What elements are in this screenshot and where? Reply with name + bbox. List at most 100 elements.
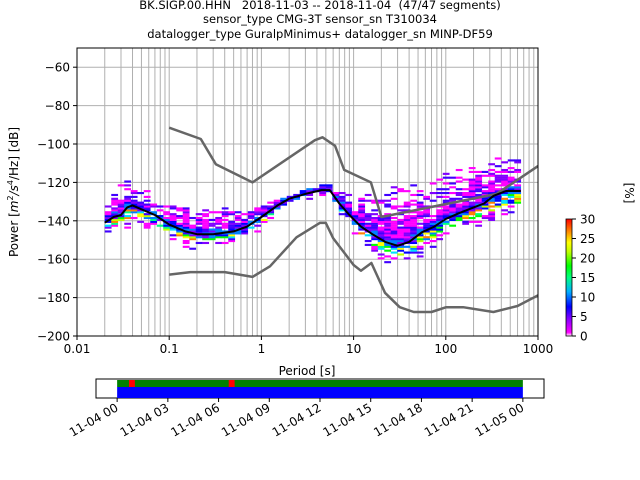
histogram-cell [221,211,229,214]
histogram-cell [319,186,327,189]
histogram-cell [436,226,444,229]
histogram-cell [514,188,522,191]
histogram-cell [390,226,398,229]
histogram-cell [423,230,431,233]
histogram-cell [358,199,366,202]
histogram-cell [345,215,353,218]
histogram-cell [215,216,223,220]
histogram-cell [117,205,125,208]
histogram-cell [143,226,151,229]
histogram-cell [364,240,372,243]
histogram-cell [449,199,457,202]
histogram-cell [384,238,392,241]
histogram-cell [410,224,418,227]
histogram-cell [384,261,392,264]
histogram-cell [234,226,242,229]
histogram-cell [130,203,138,206]
histogram-cell [202,226,210,229]
histogram-cell [397,209,405,212]
histogram-cell [475,207,483,210]
histogram-cell [475,215,483,218]
histogram-cell [247,211,255,214]
histogram-cell [416,213,424,216]
histogram-cell [371,238,379,241]
histogram-cell [189,236,197,239]
histogram-cell [436,230,444,233]
histogram-cell [124,203,132,206]
histogram-cell [247,215,255,218]
histogram-cell [319,192,327,195]
histogram-cell [442,232,450,235]
histogram-cell [410,226,418,229]
histogram-cell [488,199,496,202]
histogram-cell [358,211,366,214]
histogram-cell [468,203,476,206]
histogram-cell [169,222,177,225]
histogram-cell [468,216,476,220]
histogram-cell [137,220,145,223]
histogram-cell [449,216,457,220]
histogram-cell [228,240,236,243]
histogram-cell [208,234,216,237]
histogram-cell [358,222,366,225]
histogram-cell [475,184,483,187]
histogram-cell [397,228,405,231]
noise-model-lines [104,126,538,314]
histogram-cell [182,220,190,223]
colorbar-tick-label: 0 [580,330,588,344]
histogram-cell [371,201,379,204]
histogram-cell [189,224,197,227]
histogram-cell [442,188,450,191]
histogram-cell [202,218,210,221]
histogram-cell [260,209,268,212]
histogram-cell [416,215,424,218]
histogram-cell [280,203,288,206]
histogram-cell [514,193,522,197]
histogram-cell [182,209,190,212]
timeline-tick-label: 11-04 09 [219,400,273,439]
histogram-cell [475,174,483,177]
histogram-cell [124,188,132,191]
histogram-cell [384,218,392,221]
histogram-cell [117,218,125,221]
histogram-cell [377,240,385,243]
histogram-cell [351,211,359,214]
histogram-cell [156,215,164,218]
histogram-cell [488,197,496,200]
histogram-cell [455,207,463,210]
histogram-cell [507,211,515,214]
histogram-cell [137,201,145,204]
histogram-cell [410,220,418,223]
histogram-cell [475,224,483,227]
histogram-cell [312,188,320,191]
histogram-cell [442,215,450,218]
histogram-cell [481,216,489,220]
histogram-cell [403,201,411,204]
histogram-cell [117,215,125,218]
histogram-cell [403,190,411,193]
histogram-cell [221,222,229,225]
histogram-cell [384,224,392,227]
y-tick-label: −140 [37,214,70,228]
y-tick-label: −80 [45,99,70,113]
histogram-cell [488,174,496,177]
histogram-cell [371,249,379,252]
timeline-track-available [117,387,523,398]
histogram-cell [501,213,509,216]
histogram-cell [416,205,424,208]
histogram-cell [501,201,509,204]
histogram-cell [462,220,470,223]
histogram-cell [234,218,242,221]
histogram-cell [351,215,359,218]
histogram-cell [234,230,242,233]
histogram-cell [481,174,489,177]
histogram-cell [182,211,190,214]
histogram-cell [371,213,379,216]
histogram-cell [338,197,346,200]
histogram-cell [436,228,444,231]
histogram-cell [416,245,424,248]
histogram-cell [436,238,444,241]
histogram-cell [514,201,522,204]
histogram-cell [338,213,346,216]
